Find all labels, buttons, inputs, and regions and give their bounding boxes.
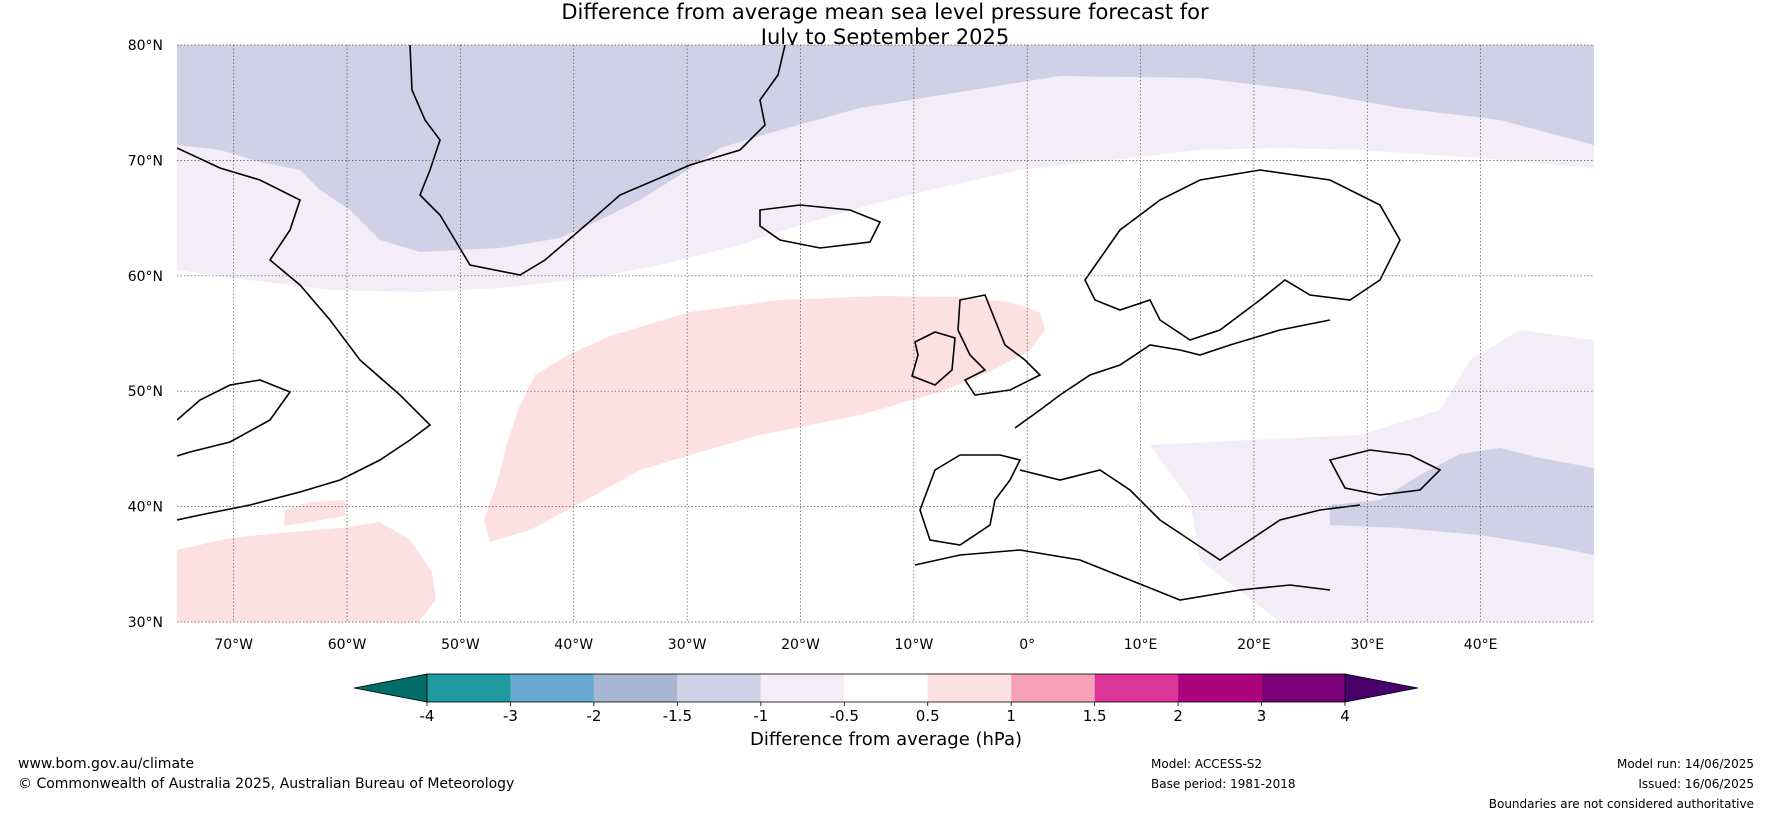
colorbar-extend-high [1344, 673, 1419, 703]
colorbar-tick-label: -0.5 [830, 707, 859, 725]
boundaries-disclaimer: Boundaries are not considered authoritat… [1488, 797, 1754, 811]
colorbar-segment [1261, 674, 1345, 702]
colorbar-extend-low [353, 673, 428, 703]
lon-tick-label: 20°E [1237, 637, 1271, 653]
colorbar-tick-label: 2 [1173, 707, 1183, 725]
coastline-scandinavia [1084, 169, 1401, 341]
colorbar-tick-label: 4 [1340, 707, 1350, 725]
coastline-iberia [919, 454, 1022, 546]
anomaly-region-minus-1-5-southeast [1330, 448, 1594, 555]
map-title: Difference from average mean sea level p… [0, 0, 1770, 50]
colorbar-segment [760, 674, 845, 702]
coastline-mediterranean-north [1019, 469, 1361, 561]
lon-tick-label: 30°W [668, 637, 707, 653]
coastline-iceland [759, 204, 882, 249]
lat-tick-label: 50°N [128, 384, 163, 400]
anomaly-region-minus-1-5-north [177, 45, 1594, 252]
lon-tick-label: 10°W [895, 637, 934, 653]
lon-tick-label: 50°W [441, 637, 480, 653]
lat-tick-label: 80°N [128, 38, 163, 54]
lat-tick-label: 60°N [128, 269, 163, 285]
coastline-greenland [409, 45, 786, 276]
colorbar-segment [593, 674, 678, 702]
gridlines [177, 44, 1594, 623]
colorbar-segment [510, 674, 594, 702]
colorbar-segment [1094, 674, 1179, 702]
lon-tick-label: 40°W [554, 637, 593, 653]
colorbar-segment [1011, 674, 1095, 702]
model-run: Model run: 14/06/2025 [1616, 757, 1754, 771]
colorbar-tick-label: -3 [503, 707, 518, 725]
lon-tick-label: 0° [1019, 637, 1035, 653]
copyright-text: © Commonwealth of Australia 2025, Austra… [18, 776, 515, 792]
colorbar-segment [427, 674, 511, 702]
colorbar-title: Difference from average (hPa) [750, 729, 1022, 750]
issued-date: Issued: 16/06/2025 [1638, 777, 1754, 791]
colorbar-segment [844, 674, 928, 702]
colorbar-tick-label: 3 [1257, 707, 1267, 725]
colorbar-tick-label: -4 [420, 707, 435, 725]
colorbar-outline [426, 673, 1346, 703]
lon-tick-label: 40°E [1464, 637, 1498, 653]
colorbar-tick-label: 1.5 [1083, 707, 1107, 725]
colorbar-tick-label: -1.5 [663, 707, 692, 725]
lon-tick-label: 10°E [1124, 637, 1158, 653]
coastline-baffin-labrador [177, 147, 432, 521]
coastline-ireland [911, 331, 956, 386]
longitude-labels: 70°W 60°W 50°W 40°W 30°W 20°W 10°W 0° 10°E 20°E 30… [214, 637, 1497, 653]
anomaly-region-0-5-southwest [177, 522, 436, 622]
lat-tick-label: 40°N [128, 500, 163, 516]
footer-left: www.bom.gov.au/climate © Commonwealth of… [18, 754, 514, 794]
anomaly-region-0-5-north-atlantic [484, 296, 1045, 542]
colorbar: -4 -3 -2 -1.5 -1 -0.5 0.5 1 1.5 2 3 4 [353, 673, 1419, 725]
lon-tick-label: 60°W [328, 637, 367, 653]
lon-tick-label: 20°W [781, 637, 820, 653]
coastline-hudson [177, 379, 292, 457]
coastline-black-sea [1328, 449, 1442, 496]
colorbar-segment [927, 674, 1012, 702]
footer-right: Model run: 14/06/2025 Issued: 16/06/2025… [1489, 754, 1754, 814]
colorbar-tick-label: -1 [753, 707, 768, 725]
model-name: Model: ACCESS-S2 [1151, 757, 1263, 771]
map-title-line-1: Difference from average mean sea level p… [561, 0, 1209, 24]
colorbar-segment [677, 674, 761, 702]
colorbar-tick-label: 0.5 [916, 707, 940, 725]
anomaly-region-minus-1-southeast [1150, 330, 1594, 622]
colorbar-segment [1178, 674, 1262, 702]
base-period: Base period: 1981-2018 [1151, 777, 1296, 791]
lat-tick-label: 70°N [128, 153, 163, 169]
colorbar-tick-label: -2 [586, 707, 601, 725]
lon-tick-label: 70°W [214, 637, 253, 653]
lon-tick-label: 30°E [1350, 637, 1384, 653]
anomaly-region-0-5-patch-west [284, 500, 345, 526]
coastlines [177, 45, 1442, 601]
anomaly-shading [177, 45, 1594, 622]
website-link[interactable]: www.bom.gov.au/climate [18, 756, 195, 772]
coastline-western-europe [1014, 319, 1331, 429]
colorbar-tick-label: 1 [1006, 707, 1016, 725]
coastline-north-africa [914, 549, 1331, 601]
footer-center: Model: ACCESS-S2 Base period: 1981-2018 [1151, 754, 1296, 794]
latitude-labels: 80°N 70°N 60°N 50°N 40°N 30°N [128, 38, 163, 631]
coastline-great-britain [957, 294, 1042, 396]
lat-tick-label: 30°N [128, 615, 163, 631]
